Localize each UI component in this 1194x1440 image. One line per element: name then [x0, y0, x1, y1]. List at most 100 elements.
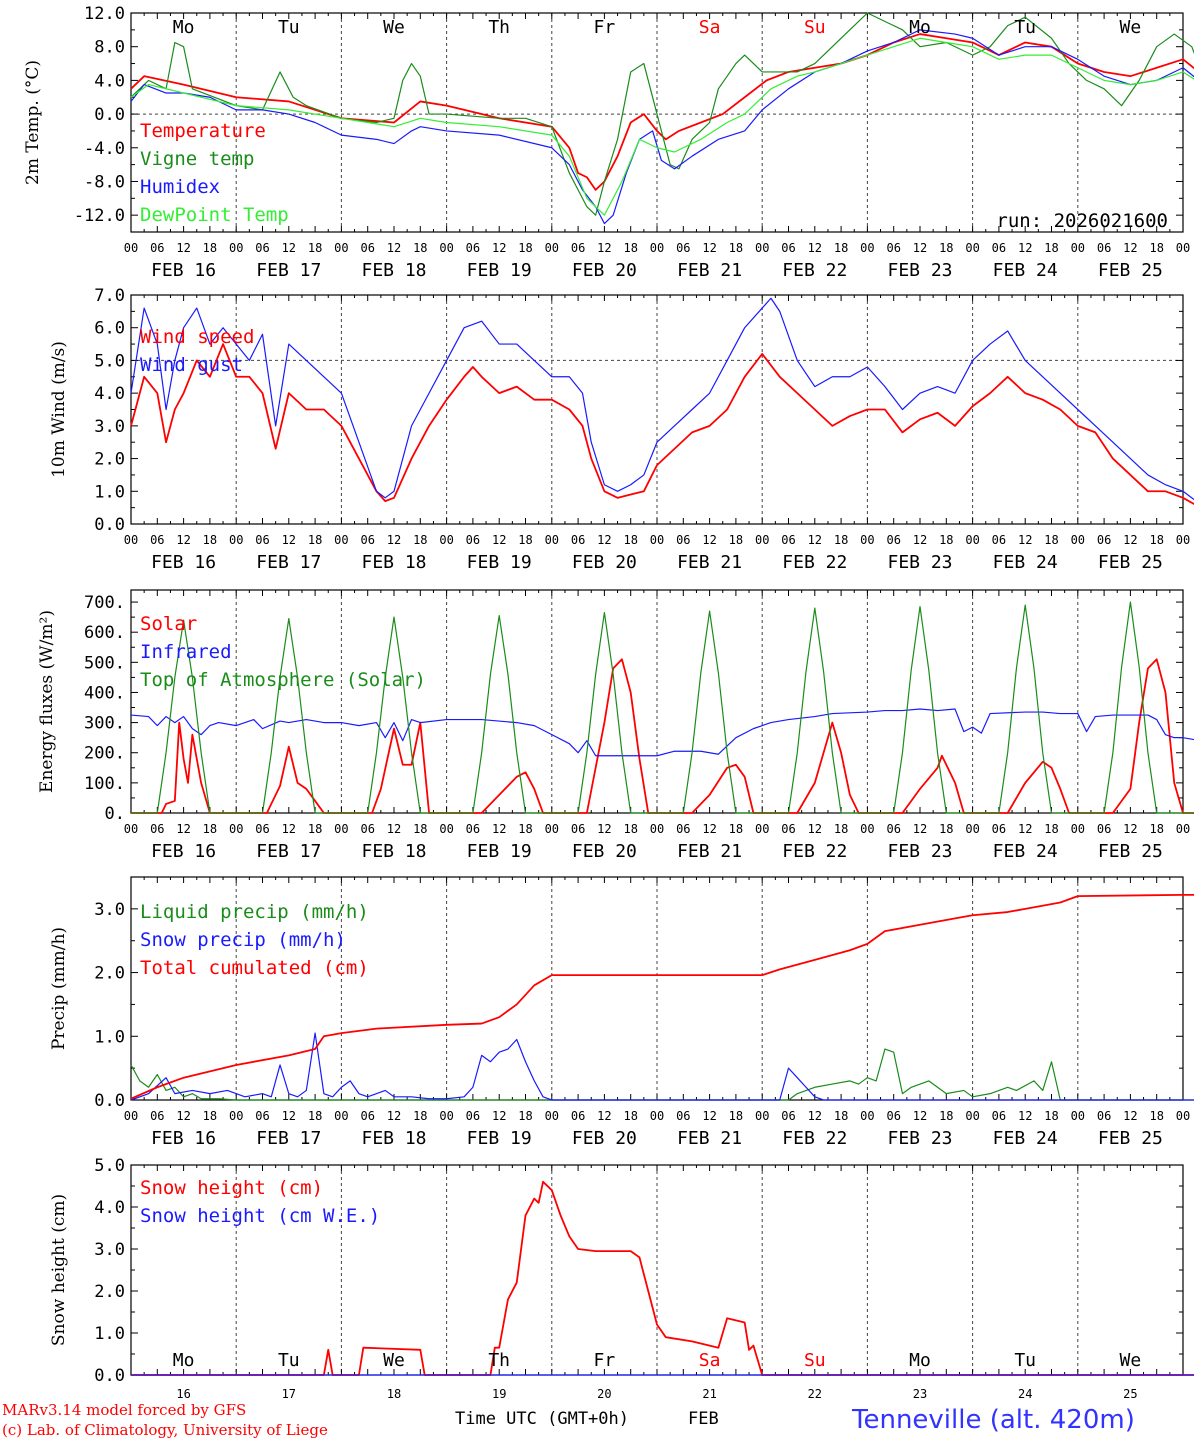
hour-label: 06: [571, 533, 585, 547]
wind-y-axis-label: 10m Wind (m/s): [49, 341, 69, 478]
day-number-label: 20: [597, 1387, 611, 1401]
hour-label: 06: [781, 241, 795, 255]
y-tick-label: 400.: [84, 683, 125, 703]
y-tick-label: -8.0: [84, 172, 125, 192]
y-tick-label: 2.0: [94, 450, 125, 470]
date-label: FEB 18: [361, 841, 426, 862]
date-label: FEB 24: [993, 260, 1058, 281]
weekday-label: We: [1120, 1350, 1142, 1371]
date-label: FEB 20: [572, 552, 637, 573]
weekday-label: We: [383, 1350, 405, 1371]
hour-label: 12: [702, 533, 716, 547]
hour-label: 12: [282, 241, 296, 255]
hour-label: 06: [676, 1109, 690, 1123]
y-tick-label: 5.0: [94, 351, 125, 371]
hour-label: 12: [176, 822, 190, 836]
hour-label: 00: [1071, 533, 1085, 547]
date-label: FEB 24: [993, 841, 1058, 862]
hour-label: 18: [623, 1109, 637, 1123]
hour-label: 00: [860, 533, 874, 547]
hour-label: 18: [308, 241, 322, 255]
hour-label: 06: [466, 1109, 480, 1123]
hour-label: 00: [755, 822, 769, 836]
hour-label: 06: [255, 1109, 269, 1123]
precip-series-snow-precip-mm-h-: [130, 1032, 1194, 1101]
date-label: FEB 25: [1098, 841, 1163, 862]
hour-label: 00: [124, 822, 138, 836]
hour-label: 00: [334, 1109, 348, 1123]
hour-label: 18: [1044, 822, 1058, 836]
hour-label: 18: [939, 533, 953, 547]
y-tick-label: 500.: [84, 653, 125, 673]
hour-label: 18: [834, 241, 848, 255]
date-label: FEB 16: [151, 1128, 216, 1149]
hour-label: 12: [282, 1109, 296, 1123]
hour-label: 06: [781, 533, 795, 547]
hour-label: 06: [571, 241, 585, 255]
y-tick-label: 0.0: [94, 1091, 125, 1111]
hour-label: 18: [1149, 822, 1163, 836]
hour-label: 00: [229, 241, 243, 255]
temp-y-axis-label: 2m Temp. (°C): [23, 60, 43, 185]
date-label: FEB 19: [467, 1128, 532, 1149]
hour-label: 00: [650, 822, 664, 836]
hour-label: 12: [176, 1109, 190, 1123]
snow-y-axis-label: Snow height (cm): [49, 1194, 69, 1346]
y-tick-label: 700.: [84, 593, 125, 613]
hour-label: 12: [597, 241, 611, 255]
hour-label: 12: [1123, 1109, 1137, 1123]
energy-series-infrared: [130, 708, 1194, 757]
y-tick-label: 1.0: [94, 482, 125, 502]
hour-label: 00: [650, 533, 664, 547]
hour-label: 18: [413, 533, 427, 547]
legend-entry: DewPoint Temp: [140, 204, 289, 226]
hour-label: 18: [518, 241, 532, 255]
date-label: FEB 22: [782, 841, 847, 862]
hour-label: 06: [676, 822, 690, 836]
weekday-label: Fr: [594, 1350, 616, 1371]
hour-label: 18: [518, 533, 532, 547]
hour-label: 00: [229, 1109, 243, 1123]
wind-panel: 0.0 1.0 2.0 3.0 4.0 5.0 6.0 7.0 10m Wind (m/s) 00…: [49, 286, 1194, 573]
date-label: FEB 21: [677, 1128, 742, 1149]
hour-label: 12: [913, 533, 927, 547]
hour-label: 00: [965, 533, 979, 547]
hour-label: 00: [545, 1109, 559, 1123]
date-label: FEB 23: [887, 841, 952, 862]
hour-label: 06: [360, 241, 374, 255]
hour-label: 06: [886, 822, 900, 836]
hour-label: 00: [545, 241, 559, 255]
hour-label: 06: [255, 241, 269, 255]
hour-label: 12: [702, 1109, 716, 1123]
hour-label: 18: [308, 822, 322, 836]
date-label: FEB 23: [887, 1128, 952, 1149]
hour-label: 18: [203, 822, 217, 836]
y-tick-label: 0.0: [94, 515, 125, 535]
date-label: FEB 19: [467, 841, 532, 862]
hour-label: 06: [466, 533, 480, 547]
hour-label: 18: [834, 822, 848, 836]
y-tick-label: 2.0: [94, 964, 125, 984]
legend-entry: Temperature: [140, 120, 266, 142]
date-label: FEB 17: [256, 552, 321, 573]
hour-label: 00: [439, 241, 453, 255]
hour-label: 18: [729, 1109, 743, 1123]
hour-label: 06: [992, 1109, 1006, 1123]
hour-label: 12: [808, 241, 822, 255]
temp-panel: -12.0 -8.0 -4.0 0.0 4.0 8.0 12.0 2m Temp. (°C) 0…: [23, 4, 1194, 281]
hour-label: 18: [203, 241, 217, 255]
y-tick-label: 7.0: [94, 286, 125, 306]
date-label: FEB 20: [572, 260, 637, 281]
date-label: FEB 18: [361, 1128, 426, 1149]
hour-label: 12: [1123, 822, 1137, 836]
hour-label: 00: [124, 241, 138, 255]
legend-entry: Infrared: [140, 641, 232, 663]
hour-label: 18: [623, 822, 637, 836]
energy-series-solar: [131, 658, 1194, 814]
hour-label: 06: [781, 822, 795, 836]
weekday-label: Mo: [909, 17, 931, 38]
hour-label: 06: [571, 822, 585, 836]
hour-label: 12: [176, 241, 190, 255]
hour-label: 12: [387, 1109, 401, 1123]
day-number-label: 25: [1123, 1387, 1137, 1401]
